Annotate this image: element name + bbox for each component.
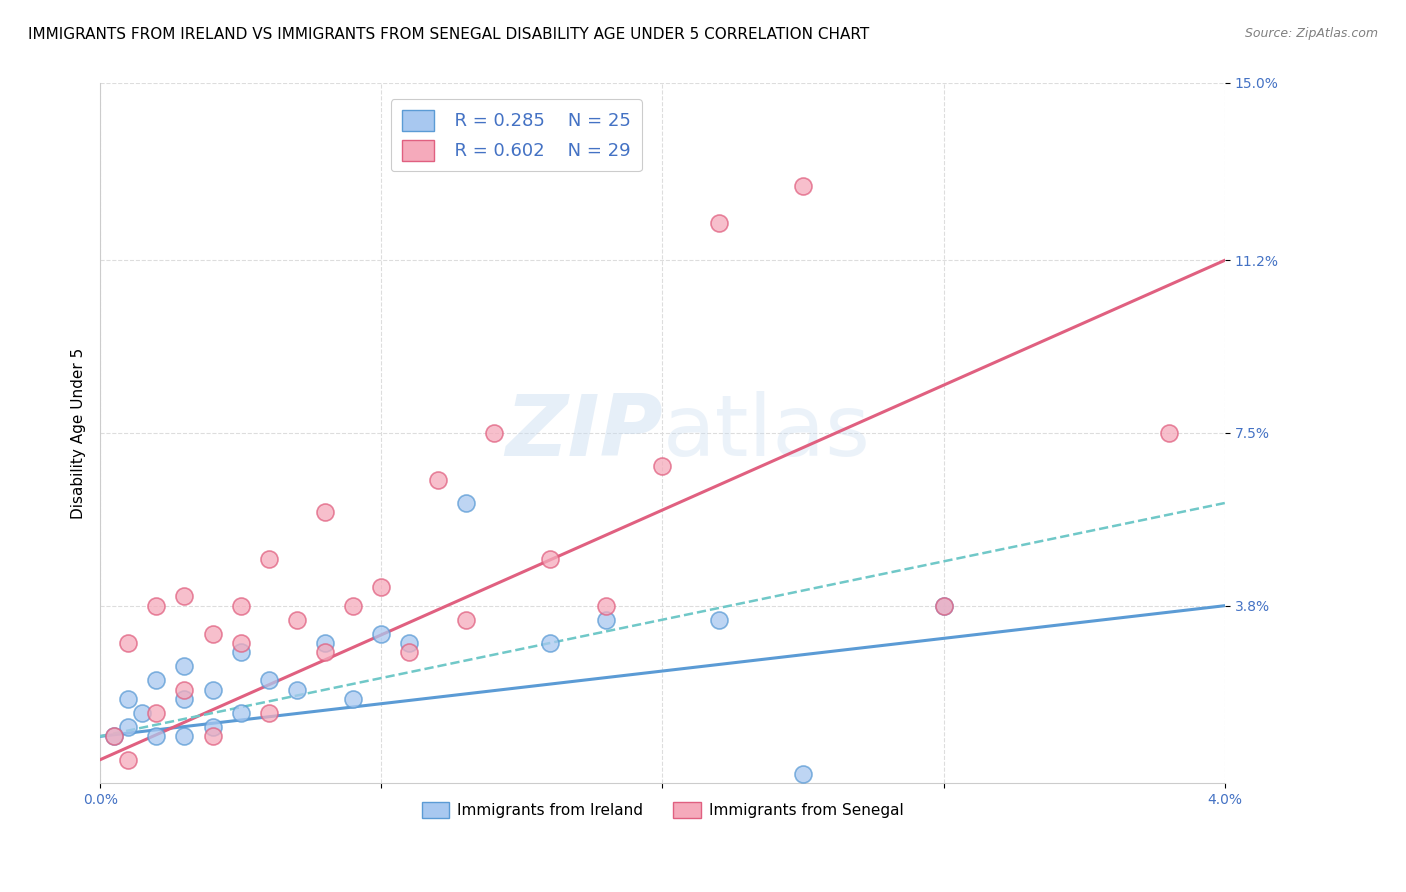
Point	[117, 753, 139, 767]
Point	[314, 505, 336, 519]
Point	[145, 730, 167, 744]
Point	[398, 645, 420, 659]
Text: Source: ZipAtlas.com: Source: ZipAtlas.com	[1244, 27, 1378, 40]
Point	[342, 692, 364, 706]
Point	[792, 766, 814, 780]
Point	[370, 626, 392, 640]
Point	[285, 613, 308, 627]
Point	[117, 720, 139, 734]
Point	[426, 473, 449, 487]
Text: ZIP: ZIP	[505, 392, 662, 475]
Point	[131, 706, 153, 720]
Point	[257, 552, 280, 566]
Point	[454, 496, 477, 510]
Point	[229, 636, 252, 650]
Point	[398, 636, 420, 650]
Point	[103, 730, 125, 744]
Point	[173, 692, 195, 706]
Point	[651, 458, 673, 473]
Point	[707, 613, 730, 627]
Point	[145, 673, 167, 688]
Point	[117, 692, 139, 706]
Point	[314, 645, 336, 659]
Point	[117, 636, 139, 650]
Point	[229, 645, 252, 659]
Point	[103, 730, 125, 744]
Point	[229, 599, 252, 613]
Point	[285, 682, 308, 697]
Point	[707, 216, 730, 230]
Point	[595, 613, 617, 627]
Point	[538, 636, 561, 650]
Legend: Immigrants from Ireland, Immigrants from Senegal: Immigrants from Ireland, Immigrants from…	[416, 797, 910, 824]
Point	[173, 682, 195, 697]
Point	[792, 178, 814, 193]
Point	[342, 599, 364, 613]
Text: atlas: atlas	[662, 392, 870, 475]
Point	[201, 626, 224, 640]
Point	[201, 720, 224, 734]
Point	[1157, 425, 1180, 440]
Point	[173, 730, 195, 744]
Point	[932, 599, 955, 613]
Point	[201, 730, 224, 744]
Point	[314, 636, 336, 650]
Point	[454, 613, 477, 627]
Point	[173, 659, 195, 673]
Point	[201, 682, 224, 697]
Point	[145, 599, 167, 613]
Point	[229, 706, 252, 720]
Point	[482, 425, 505, 440]
Text: IMMIGRANTS FROM IRELAND VS IMMIGRANTS FROM SENEGAL DISABILITY AGE UNDER 5 CORREL: IMMIGRANTS FROM IRELAND VS IMMIGRANTS FR…	[28, 27, 869, 42]
Point	[538, 552, 561, 566]
Point	[370, 580, 392, 594]
Point	[257, 706, 280, 720]
Point	[145, 706, 167, 720]
Point	[173, 590, 195, 604]
Point	[595, 599, 617, 613]
Point	[932, 599, 955, 613]
Y-axis label: Disability Age Under 5: Disability Age Under 5	[72, 347, 86, 518]
Point	[257, 673, 280, 688]
